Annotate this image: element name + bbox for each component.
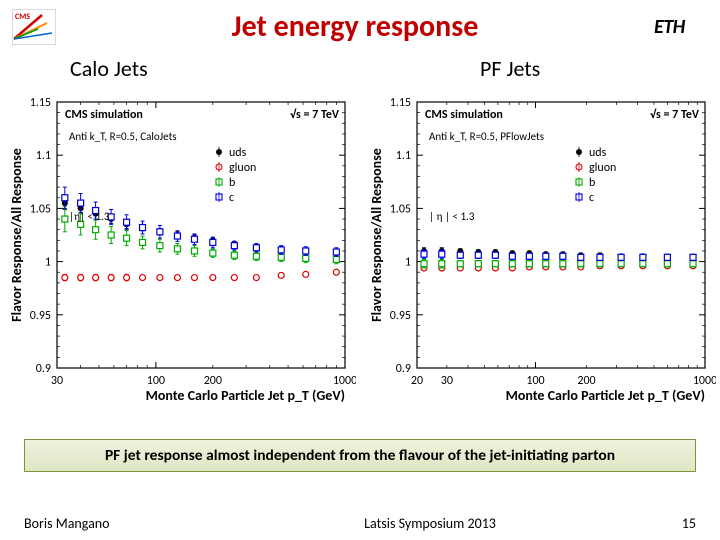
svg-text:|η| < 1.3: |η| < 1.3 [69, 210, 110, 223]
svg-text:uds: uds [229, 146, 247, 160]
svg-text:30: 30 [51, 374, 63, 388]
svg-text:30: 30 [441, 374, 453, 388]
svg-text:1000: 1000 [333, 374, 356, 388]
svg-text:Monte Carlo Particle Jet p_T (: Monte Carlo Particle Jet p_T (GeV) [506, 387, 705, 404]
svg-text:Flavor Response/All Response: Flavor Response/All Response [368, 148, 385, 322]
svg-text:1: 1 [405, 256, 411, 270]
svg-text:0.95: 0.95 [30, 309, 51, 323]
svg-text:CMS simulation: CMS simulation [425, 108, 503, 122]
svg-text:1.1: 1.1 [36, 149, 51, 163]
svg-text:1.05: 1.05 [30, 202, 51, 216]
svg-text:200: 200 [577, 374, 595, 388]
svg-text:gluon: gluon [229, 161, 256, 175]
caption-box: PF jet response almost independent from … [24, 439, 696, 472]
svg-text:0.95: 0.95 [390, 309, 411, 323]
footer: Boris Mangano Latsis Symposium 2013 15 [0, 515, 720, 532]
svg-text:√s = 7 TeV: √s = 7 TeV [650, 108, 700, 122]
footer-pagenumber: 15 [656, 515, 696, 532]
svg-text:1.05: 1.05 [390, 202, 411, 216]
eth-logo: ETH [654, 15, 708, 39]
chart-pfjets: 0.9 0.95 1 1.05 1.1 1.15 20 30 100 200 1000 Flavor … [364, 84, 716, 419]
subtitle-right: PF Jets [360, 55, 720, 82]
svg-text:200: 200 [204, 374, 222, 388]
svg-text:√s = 7 TeV: √s = 7 TeV [290, 108, 340, 122]
svg-text:c: c [589, 191, 594, 205]
svg-text:uds: uds [589, 146, 607, 160]
page-title: Jet energy response [56, 8, 654, 45]
svg-text:1.15: 1.15 [30, 96, 51, 110]
svg-text:b: b [589, 176, 595, 190]
svg-text:b: b [229, 176, 235, 190]
svg-text:1000: 1000 [693, 374, 716, 388]
svg-text:CMS: CMS [15, 12, 30, 22]
footer-author: Boris Mangano [24, 515, 204, 532]
footer-conference: Latsis Symposium 2013 [204, 515, 656, 532]
svg-text:| η | < 1.3: | η | < 1.3 [429, 210, 475, 223]
chart-calojets: 0.9 0.95 1 1.05 1.1 1.15 30 100 200 1000 Flavor Re… [4, 84, 356, 419]
svg-text:Anti k_T, R=0.5, PFlowJets: Anti k_T, R=0.5, PFlowJets [429, 130, 544, 143]
chart-subtitles: Calo Jets PF Jets [0, 49, 720, 84]
svg-text:0.9: 0.9 [396, 362, 411, 376]
cms-logo-icon: CMS [12, 9, 56, 45]
svg-text:100: 100 [147, 374, 165, 388]
svg-text:gluon: gluon [589, 161, 616, 175]
svg-text:Monte Carlo Particle Jet p_T (: Monte Carlo Particle Jet p_T (GeV) [146, 387, 345, 404]
svg-text:20: 20 [411, 374, 423, 388]
svg-text:Flavor Response/All Response: Flavor Response/All Response [8, 148, 25, 322]
svg-text:c: c [229, 191, 234, 205]
subtitle-left: Calo Jets [0, 55, 360, 82]
header: CMS Jet energy response ETH [0, 0, 720, 49]
svg-text:100: 100 [526, 374, 544, 388]
svg-text:Anti k_T, R=0.5, CaloJets: Anti k_T, R=0.5, CaloJets [69, 130, 177, 143]
svg-text:1: 1 [45, 256, 51, 270]
svg-text:1.15: 1.15 [390, 96, 411, 110]
charts-row: 0.9 0.95 1 1.05 1.1 1.15 30 100 200 1000 Flavor Re… [0, 84, 720, 419]
svg-text:CMS simulation: CMS simulation [65, 108, 143, 122]
svg-text:1.1: 1.1 [396, 149, 411, 163]
svg-text:0.9: 0.9 [36, 362, 51, 376]
